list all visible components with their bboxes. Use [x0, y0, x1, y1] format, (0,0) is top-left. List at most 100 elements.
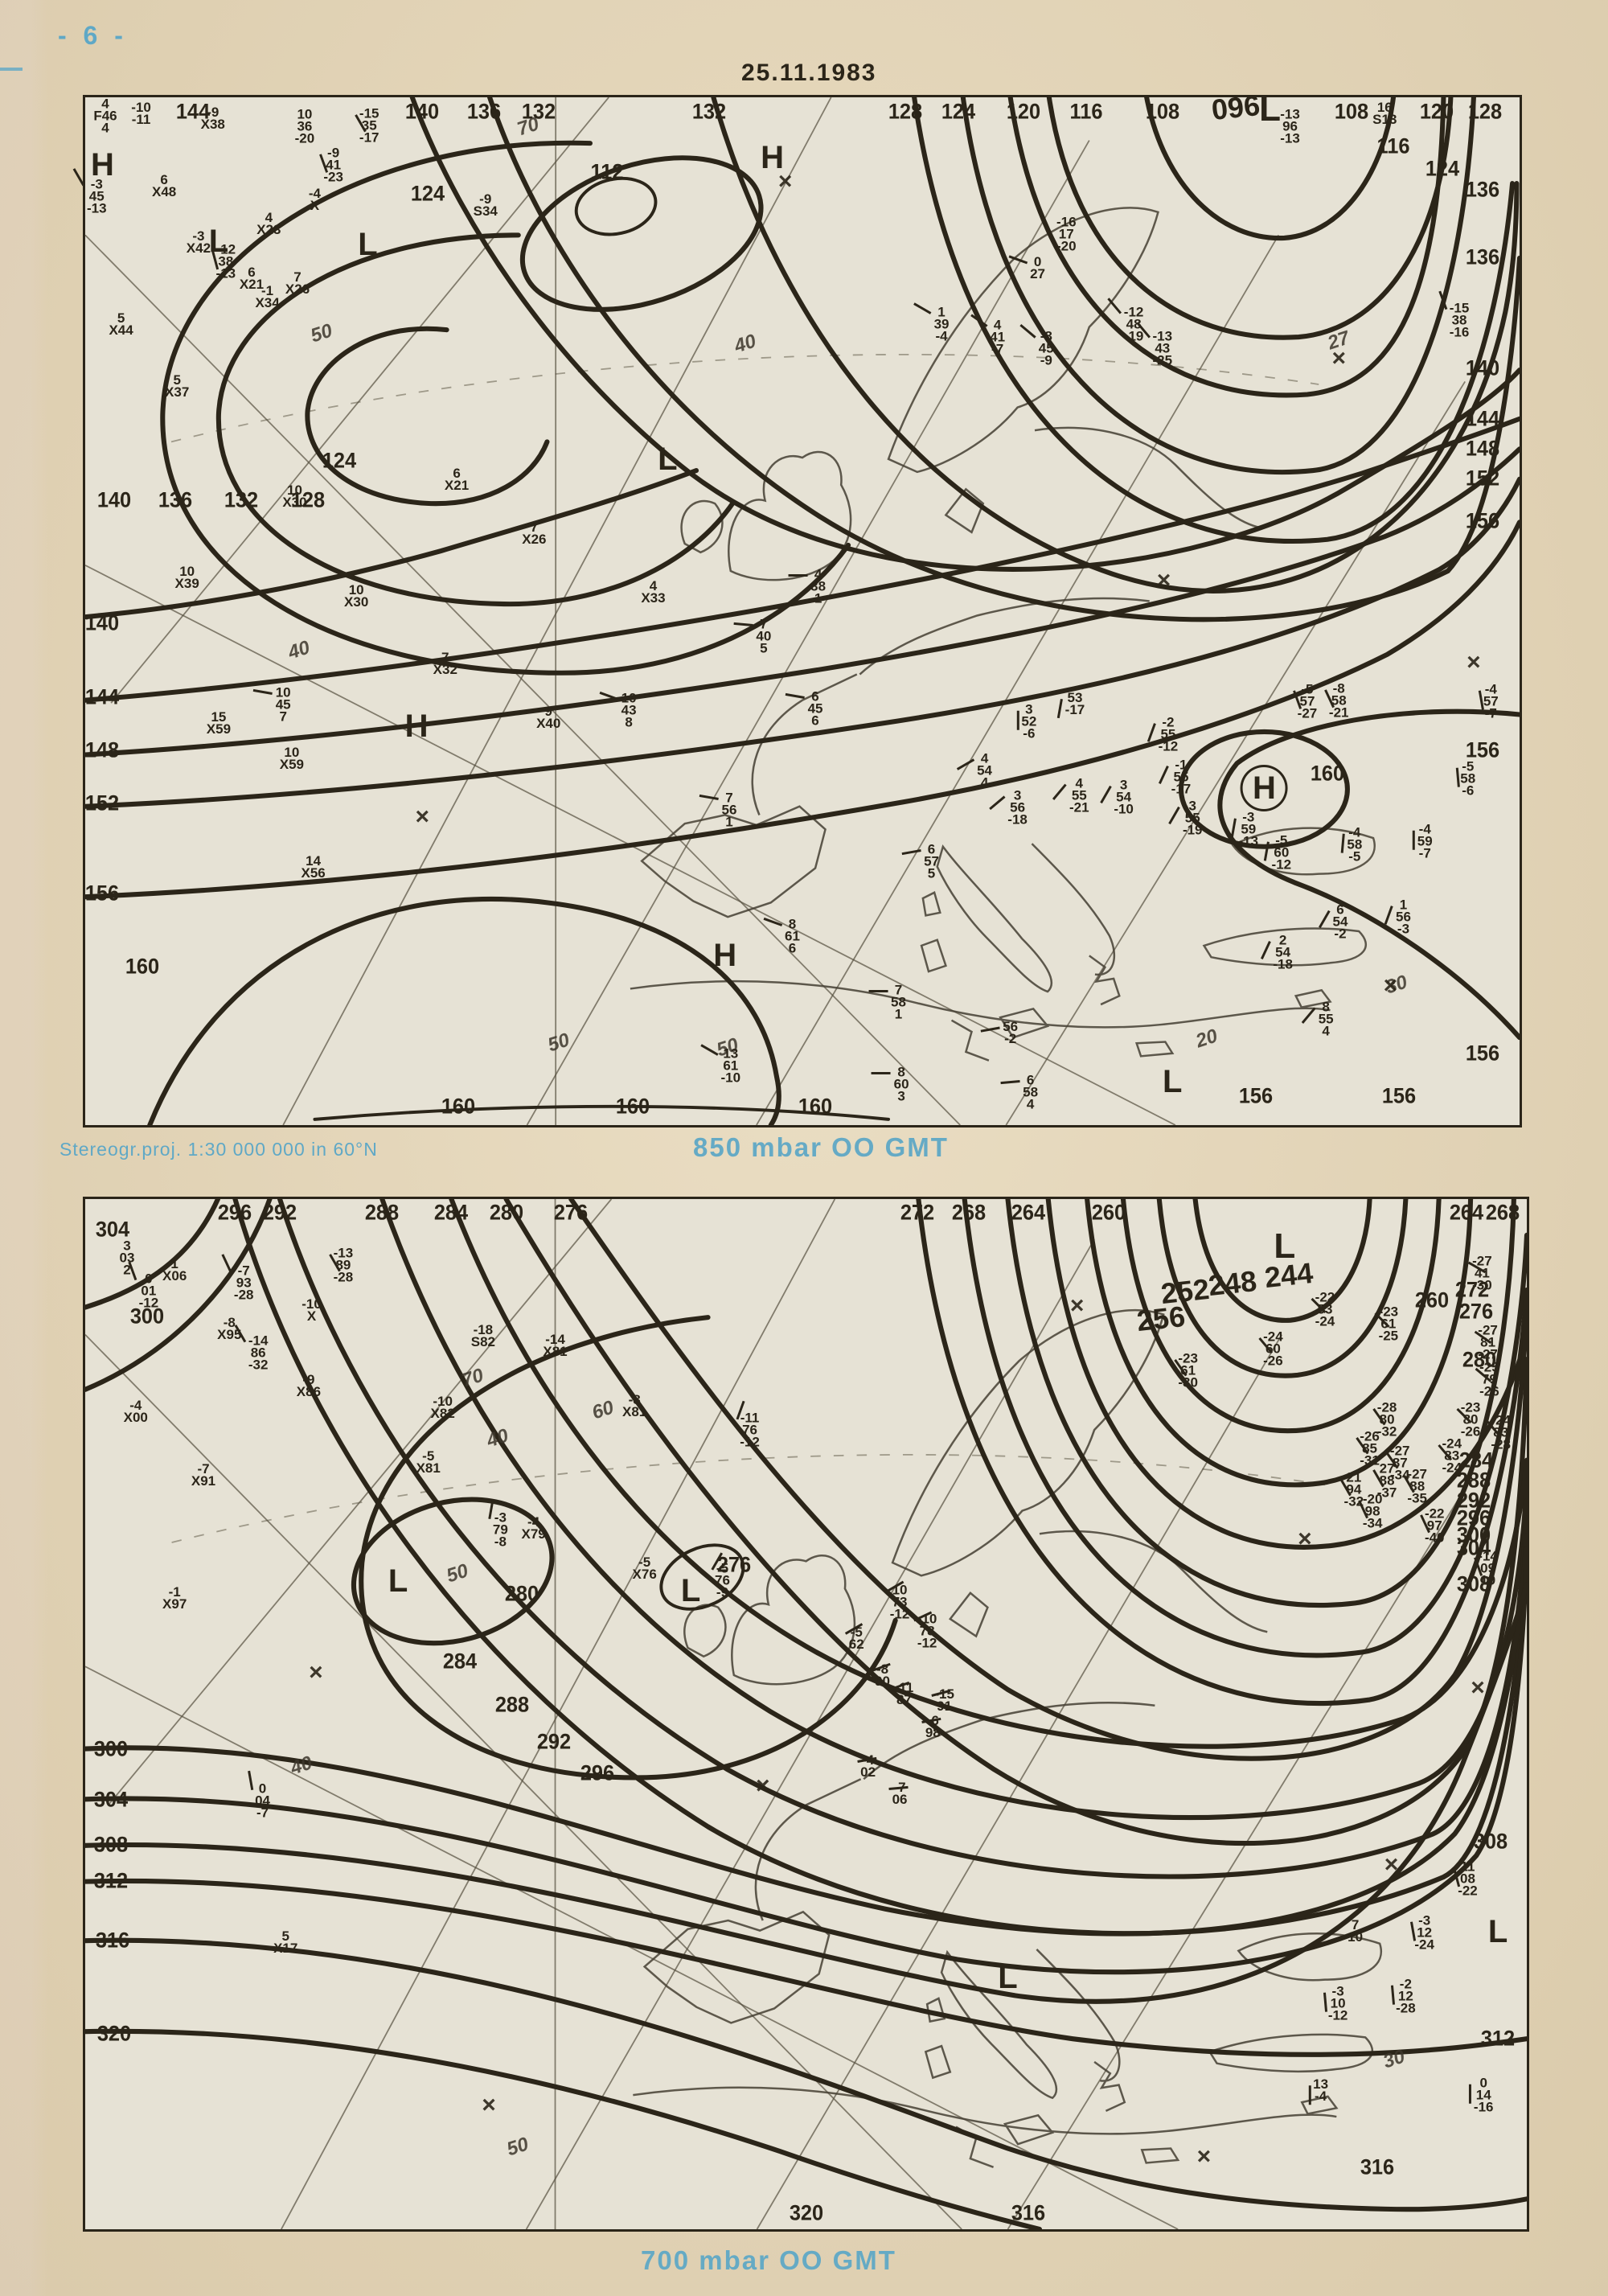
wind-barb-icon	[221, 1254, 232, 1273]
wind-barb-icon	[901, 849, 921, 855]
station-plot: -13 96 -13	[1280, 106, 1300, 146]
station-plot: -9 X86	[296, 1371, 322, 1399]
wind-barb-icon	[785, 693, 805, 700]
pressure-center: L	[998, 1960, 1018, 1996]
caption-850: 850 mbar OO GMT	[693, 1132, 949, 1162]
station-plot: 3 55 -19	[1168, 799, 1203, 836]
station-plot: -18 S82	[470, 1322, 495, 1350]
wind-barb-icon	[1107, 298, 1122, 314]
station-plot: 6 58 4	[1000, 1074, 1038, 1111]
station-plot: -402	[856, 1753, 876, 1779]
wind-barb-icon	[1019, 324, 1036, 339]
station-plot: -706	[888, 1781, 909, 1806]
contour-labels-850: 144 140 136 132 132 128 124 120 116 108 096 108 120 1…	[85, 88, 1520, 1125]
station-plot: -4 57 -7	[1479, 683, 1499, 721]
wind-barb-icon	[599, 692, 619, 700]
contour-label: 144	[85, 684, 120, 709]
station-plot: -8 X81	[622, 1392, 647, 1420]
contour-label: 156	[85, 881, 120, 906]
pressure-center: H	[404, 709, 429, 745]
contour-label: 124	[1425, 156, 1459, 181]
station-plot: -10 X	[302, 1296, 322, 1325]
station-plot: 7 X32	[433, 650, 457, 678]
station-plot: -24 83 -24	[1438, 1436, 1462, 1474]
contour-label: 292	[1456, 1488, 1491, 1513]
station-plot: -3 59 -13	[1231, 810, 1258, 848]
station-plot: -3 10 -12	[1323, 1985, 1348, 2023]
contour-label: 320	[789, 2200, 823, 2224]
graticule-cross-icon: ×	[1383, 972, 1398, 1000]
station-plot: -26 85 -31	[1356, 1430, 1380, 1468]
graticule-cross-icon: ×	[415, 803, 429, 830]
contour-label: 280	[489, 1200, 523, 1225]
contour-label: 316	[1360, 2154, 1394, 2179]
station-plot: 53 -17	[1057, 691, 1085, 719]
contour-label: 140	[1465, 355, 1499, 380]
contour-label: 124	[941, 99, 976, 124]
map-700mbar: 296 292 288 284 280 276 272 268 264 260 264 268 304 3…	[83, 1197, 1529, 2232]
contour-label: 120	[1419, 99, 1454, 124]
contour-label: 300	[129, 1304, 165, 1329]
station-plot: -14 X81	[543, 1331, 568, 1359]
contour-label: 280	[505, 1581, 539, 1606]
station-plot: -23 80 -26	[1456, 1401, 1480, 1439]
graticule-cross-icon: ×	[1298, 1525, 1312, 1552]
contour-label: 276	[716, 1552, 752, 1577]
height-contours-700	[85, 1199, 1527, 2229]
contour-label: 116	[1376, 133, 1410, 158]
graticule-cross-icon: ×	[1331, 344, 1346, 372]
wind-barb-icon	[913, 303, 932, 315]
contour-label: 272	[1454, 1277, 1490, 1302]
wind-barb-icon	[1413, 831, 1416, 851]
wind-barb-icon	[733, 622, 753, 626]
station-plot: 0 01 -12	[128, 1261, 158, 1310]
station-plot: 3 56 -18	[989, 789, 1028, 827]
wind-barb-icon	[252, 689, 273, 696]
station-plot: -22 97 -40	[1420, 1507, 1445, 1545]
contour-label: 284	[1459, 1448, 1494, 1472]
contour-label: 292	[536, 1729, 571, 1754]
station-plot: -28 80 -32	[1372, 1401, 1397, 1439]
station-plot: 0 04 -7	[247, 1770, 270, 1820]
station-plot: 7 X26	[522, 519, 547, 547]
pressure-center: L	[358, 226, 378, 262]
station-plot: 10 X59	[279, 744, 305, 772]
contour-label: 308	[1456, 1571, 1491, 1596]
map-850-drawing	[85, 97, 1520, 1125]
pressure-center: L	[658, 441, 678, 477]
wind-barb-icon	[1438, 291, 1447, 310]
station-plot: -11 76 -12	[736, 1400, 760, 1448]
contour-label: 160	[441, 1094, 476, 1119]
station-plot: -8 58 -21	[1324, 682, 1348, 720]
wind-barb-icon	[1264, 841, 1270, 861]
station-plot: -12 38 -13	[211, 243, 236, 281]
contour-label: 260	[1091, 1200, 1126, 1225]
station-plot: 4 F46 4	[93, 96, 117, 136]
station-plot: -3 79 -8	[488, 1500, 508, 1549]
contour-label: 124	[411, 181, 445, 206]
station-plot: 7 40 5	[733, 617, 771, 655]
station-plot: -10 78 -12	[913, 1611, 937, 1649]
station-plot: 10 X39	[174, 563, 199, 591]
station-plot: -15 91	[931, 1687, 954, 1713]
station-plot: 0 14 -16	[1469, 2076, 1493, 2114]
contour-label: 316	[95, 1928, 130, 1953]
wind-barb-icon	[970, 314, 987, 327]
station-plot: 27 88 -37	[1372, 1461, 1397, 1499]
station-plot: -5 X76	[632, 1554, 657, 1582]
contour-label: 128	[290, 487, 325, 512]
graticule-lines	[85, 97, 1466, 1125]
contour-label: 264	[1011, 1200, 1045, 1225]
pressure-center: H	[713, 938, 737, 974]
contour-label: 284	[442, 1649, 478, 1674]
wind-barb-icon	[1456, 767, 1460, 788]
wind-barb-icon	[247, 1770, 253, 1791]
station-plot: -5 X81	[416, 1448, 441, 1476]
station-plot: 6 X48	[151, 171, 177, 199]
station-plot: 6 57 5	[901, 842, 939, 880]
station-plot: -9 41 -23	[319, 146, 343, 184]
station-plot: -3 45 -13	[72, 168, 107, 215]
pressure-center: L	[680, 1572, 701, 1608]
contour-label: 312	[94, 1868, 129, 1893]
